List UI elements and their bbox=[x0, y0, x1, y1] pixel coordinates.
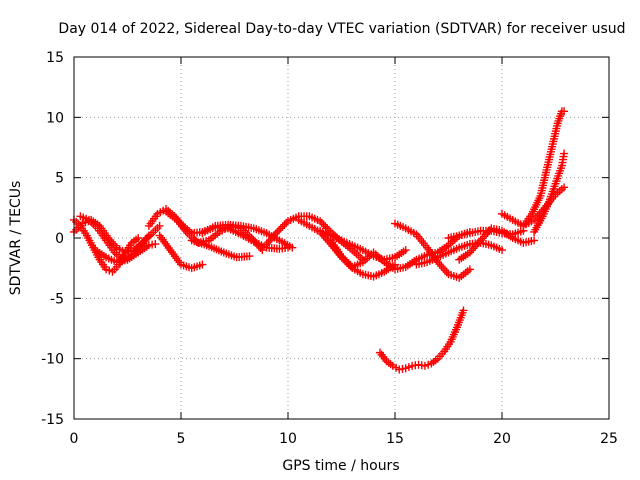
data-point-marker bbox=[245, 252, 254, 261]
x-tick-label: 15 bbox=[386, 431, 404, 447]
data-point-marker bbox=[401, 246, 410, 255]
data-point-marker bbox=[498, 246, 506, 255]
data-point-marker bbox=[317, 218, 326, 227]
data-point-marker bbox=[319, 220, 328, 229]
data-point-marker bbox=[155, 221, 164, 230]
data-point-marker bbox=[341, 255, 350, 264]
data-points bbox=[70, 107, 569, 374]
data-point-marker bbox=[560, 183, 569, 192]
data-point-marker bbox=[278, 222, 287, 231]
series-pass-8 bbox=[187, 236, 254, 262]
series-pass-9 bbox=[198, 220, 297, 252]
data-point-marker bbox=[342, 257, 351, 266]
data-point-marker bbox=[344, 259, 353, 268]
x-tick-label: 0 bbox=[70, 431, 79, 447]
data-point-marker bbox=[141, 235, 150, 244]
y-tick-label: -5 bbox=[50, 291, 64, 307]
data-point-marker bbox=[151, 240, 160, 249]
series-pass-20 bbox=[530, 149, 569, 236]
data-point-marker bbox=[339, 253, 348, 262]
y-tick-label: 0 bbox=[55, 231, 64, 247]
data-point-marker bbox=[288, 243, 297, 252]
data-point-marker bbox=[337, 252, 346, 261]
x-tick-label: 10 bbox=[279, 431, 297, 447]
data-point-marker bbox=[143, 233, 152, 242]
x-tick-label: 25 bbox=[600, 431, 618, 447]
data-point-marker bbox=[144, 231, 153, 240]
series-pass-4 bbox=[91, 240, 160, 267]
data-point-marker bbox=[323, 224, 332, 233]
data-point-marker bbox=[316, 217, 325, 226]
data-point-marker bbox=[280, 220, 289, 229]
data-point-marker bbox=[198, 260, 207, 269]
series-pass-21 bbox=[376, 306, 468, 374]
series-pass-13 bbox=[326, 227, 474, 274]
data-point-marker bbox=[258, 246, 267, 255]
y-tick-label: 5 bbox=[55, 171, 64, 187]
data-point-marker bbox=[560, 149, 569, 158]
data-point-marker bbox=[530, 236, 539, 245]
data-point-marker bbox=[282, 218, 291, 227]
chart-title: Day 014 of 2022, Sidereal Day-to-day VTE… bbox=[58, 21, 625, 37]
axis-ticks: 0 5 10 15 20 25 -15 -10 -5 0 5 10 15 bbox=[41, 50, 618, 447]
x-axis-title: GPS time / hours bbox=[282, 458, 399, 474]
y-axis-title: SDTVAR / TECUs bbox=[8, 181, 24, 296]
series-pass-17 bbox=[455, 224, 539, 264]
y-tick-label: 15 bbox=[46, 50, 64, 66]
x-tick-label: 5 bbox=[177, 431, 186, 447]
data-point-marker bbox=[560, 107, 569, 116]
data-point-marker bbox=[276, 224, 285, 233]
y-tick-label: -10 bbox=[41, 352, 64, 368]
grid-lines bbox=[74, 57, 609, 419]
y-tick-label: -15 bbox=[41, 412, 64, 428]
y-tick-label: 10 bbox=[46, 110, 64, 126]
data-point-marker bbox=[275, 226, 284, 235]
series-pass-7 bbox=[155, 231, 207, 273]
data-point-marker bbox=[465, 265, 474, 274]
data-point-marker bbox=[273, 227, 282, 236]
data-point-marker bbox=[139, 237, 148, 246]
x-tick-label: 20 bbox=[493, 431, 511, 447]
data-point-marker bbox=[134, 234, 143, 242]
series-pass-19 bbox=[519, 107, 569, 230]
data-point-marker bbox=[459, 306, 468, 315]
